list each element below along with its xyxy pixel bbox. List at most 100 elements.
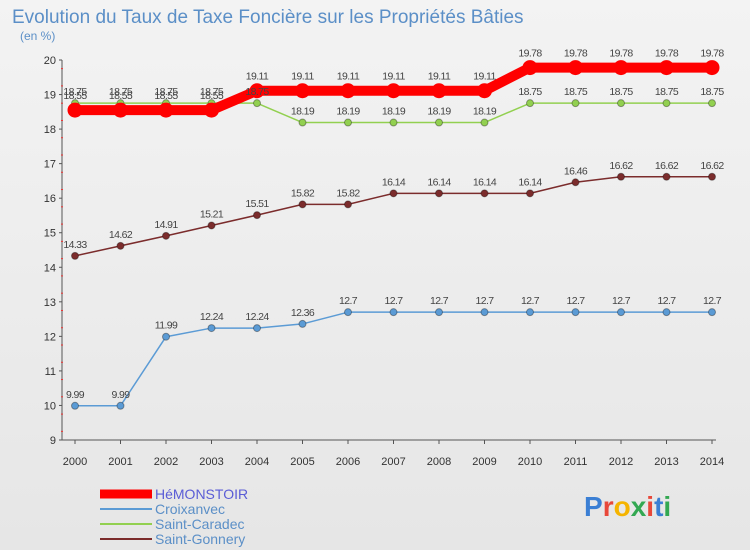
data-label: 19.11	[473, 71, 496, 83]
y-tick-label: 14	[44, 262, 56, 274]
data-label: 19.11	[291, 71, 314, 83]
data-label: 19.11	[382, 71, 405, 83]
data-point	[162, 231, 170, 240]
data-point	[431, 83, 447, 99]
data-point	[158, 102, 174, 118]
data-label: 16.14	[473, 176, 497, 188]
data-label: 19.11	[428, 71, 451, 83]
data-point	[477, 83, 492, 99]
x-tick-label: 2007	[381, 456, 405, 468]
y-tick-label: 15	[44, 228, 56, 240]
y-tick-label: 18	[44, 124, 56, 136]
x-tick-label: 2002	[154, 456, 178, 468]
legend-label: Saint-Gonnery	[155, 531, 245, 547]
data-point	[253, 211, 261, 220]
data-label: 12.24	[245, 311, 269, 323]
data-label: 18.55	[154, 90, 178, 102]
data-point	[435, 118, 443, 127]
y-tick-label: 16	[44, 193, 56, 205]
data-point	[207, 324, 216, 333]
data-label: 18.75	[564, 86, 588, 98]
data-label: 12.7	[475, 295, 494, 307]
data-label: 18.75	[154, 86, 178, 98]
legend: HéMONSTOIRCroixanvecSaint-CaradecSaint-G…	[100, 486, 248, 547]
data-point	[617, 172, 625, 181]
data-label: 12.7	[339, 295, 358, 307]
data-label: 14.33	[63, 239, 87, 251]
data-point	[708, 172, 716, 181]
x-tick-label: 2008	[427, 456, 451, 468]
x-tick-label: 2013	[654, 456, 678, 468]
x-tick-label: 2010	[518, 456, 542, 468]
data-label: 16.62	[609, 160, 633, 172]
data-label: 18.75	[609, 86, 633, 98]
data-point	[659, 60, 674, 76]
data-point	[389, 308, 398, 317]
data-point	[571, 99, 580, 108]
data-point	[662, 308, 671, 317]
data-label: 12.7	[612, 295, 631, 307]
data-point	[522, 60, 538, 76]
data-point	[389, 118, 398, 127]
data-label: 19.78	[655, 48, 679, 60]
data-label: 12.36	[291, 307, 315, 319]
data-label: 12.7	[384, 295, 403, 307]
y-tick-label: 17	[44, 159, 56, 171]
logo-letter: P	[584, 491, 603, 522]
data-label: 15.51	[245, 198, 269, 210]
data-point	[708, 99, 716, 108]
data-point	[662, 172, 671, 181]
data-point	[162, 332, 170, 341]
data-label: 18.55	[200, 90, 224, 102]
data-point	[568, 60, 583, 76]
data-label: 19.78	[518, 48, 542, 60]
x-tick-label: 2000	[63, 456, 87, 468]
data-label: 18.19	[427, 106, 451, 118]
x-tick-label: 2006	[336, 456, 360, 468]
data-point	[526, 308, 534, 317]
data-label: 12.7	[521, 295, 540, 307]
data-label: 18.75	[245, 86, 269, 98]
data-point	[298, 319, 307, 328]
y-tick-label: 19	[44, 90, 56, 102]
data-point	[344, 200, 352, 209]
logo-letter: i	[646, 491, 654, 522]
data-label: 14.62	[109, 229, 133, 241]
data-point	[298, 118, 307, 127]
data-point	[71, 401, 79, 410]
data-label: 12.7	[657, 295, 676, 307]
y-ticks: 9 10 11 12 13 14 15 16 17 18 19 20	[44, 55, 63, 447]
legend-label: HéMONSTOIR	[155, 486, 248, 502]
data-label: 11.99	[155, 320, 178, 332]
data-point	[340, 83, 356, 99]
logo-letter: t	[654, 491, 663, 522]
data-point	[389, 189, 398, 198]
data-point	[526, 99, 534, 108]
data-label: 9.99	[66, 389, 85, 401]
data-point	[204, 102, 219, 118]
series-line-saint-gonnery	[74, 176, 712, 257]
data-point	[480, 189, 489, 198]
x-tick-label: 2001	[108, 456, 132, 468]
data-point	[480, 118, 489, 127]
data-point	[344, 308, 352, 317]
data-label: 16.62	[700, 160, 724, 172]
y-tick-label: 11	[45, 366, 56, 378]
data-label: 18.75	[700, 86, 724, 98]
data-point	[662, 99, 671, 108]
data-point	[435, 308, 443, 317]
data-label: 15.82	[336, 187, 360, 199]
data-point	[253, 324, 261, 333]
data-point	[617, 308, 625, 317]
data-point	[298, 200, 307, 209]
data-point	[116, 241, 125, 250]
proxiti-logo: Proxiti	[584, 491, 671, 522]
data-label: 15.21	[200, 208, 224, 220]
y-tick-label: 10	[44, 400, 56, 412]
data-point	[617, 99, 625, 108]
data-label: 18.55	[109, 90, 133, 102]
data-label: 12.7	[430, 295, 449, 307]
data-label: 16.14	[427, 176, 451, 188]
data-point	[386, 83, 401, 99]
